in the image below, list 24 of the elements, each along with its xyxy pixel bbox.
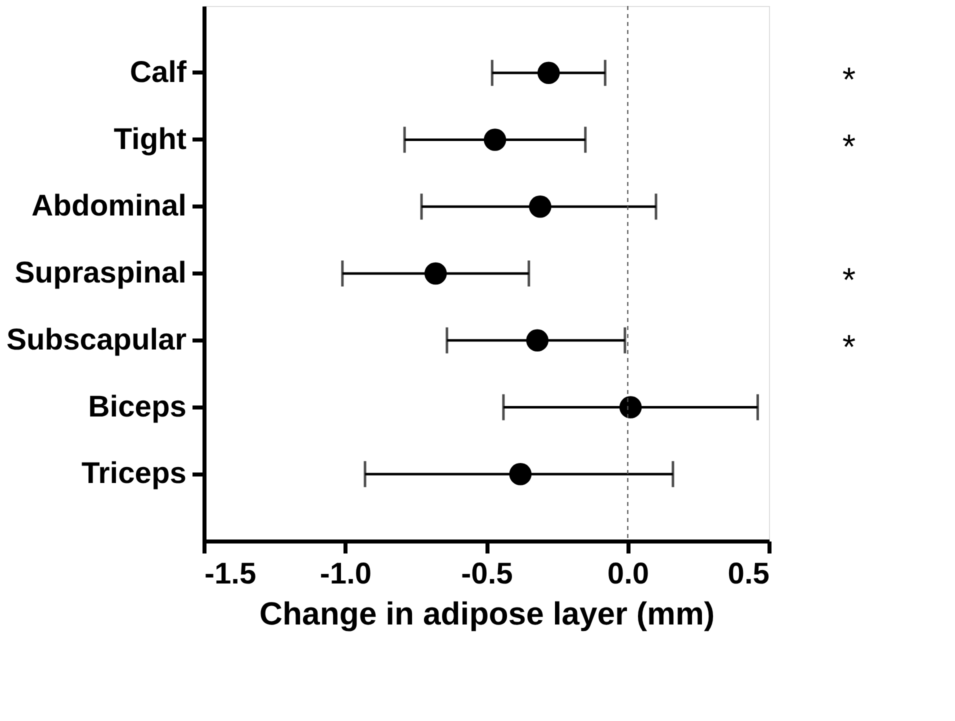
point	[424, 262, 447, 285]
y-tick-label: Tight	[114, 122, 187, 156]
x-tick-label: -1.0	[320, 558, 372, 590]
x-tick-label: 0.0	[607, 558, 650, 590]
point	[528, 195, 552, 218]
y-tick-label: Subscapular	[6, 323, 187, 356]
x-tick-label: -0.5	[461, 558, 513, 590]
point	[526, 329, 549, 352]
x-tick-label: 0.5	[728, 558, 770, 590]
point	[509, 462, 532, 486]
x-axis-title: Change in adipose layer (mm)	[259, 596, 715, 632]
y-tick-label: Triceps	[81, 457, 186, 490]
y-tick-label: Abdominal	[32, 190, 186, 223]
data-label: *	[842, 262, 856, 300]
point	[484, 128, 506, 151]
data-label: *	[842, 328, 856, 366]
x-tick-label: -1.5	[204, 558, 256, 590]
point	[619, 396, 642, 418]
y-tick-label: Calf	[130, 56, 188, 89]
point	[537, 62, 560, 84]
data-label: *	[842, 128, 856, 166]
y-tick-label: Supraspinal	[14, 256, 186, 290]
y-tick-label: Biceps	[88, 390, 186, 424]
data-label: *	[842, 60, 856, 99]
